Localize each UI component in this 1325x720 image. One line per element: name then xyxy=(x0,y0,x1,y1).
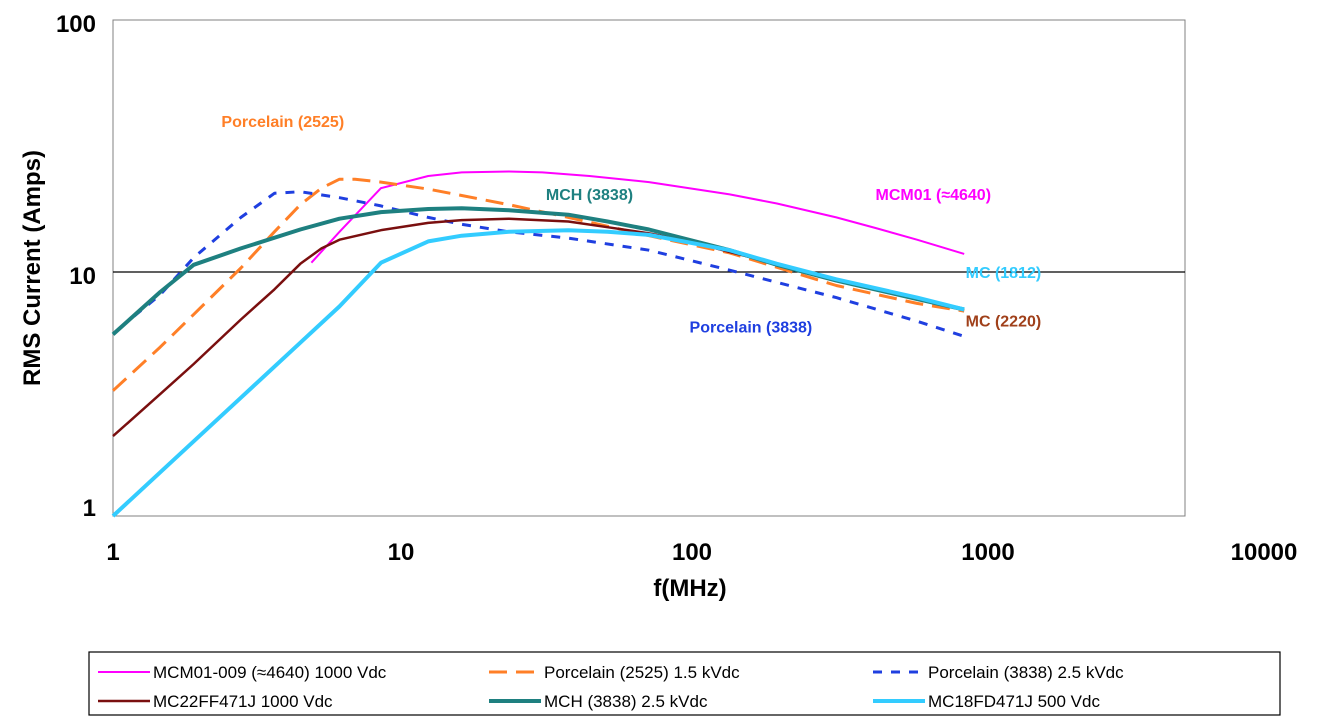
x-axis-title: f(MHz) xyxy=(653,575,726,602)
legend-box xyxy=(88,651,1281,716)
x-tick-labels: 1 10 100 1000 10000 xyxy=(106,539,1297,566)
x-tick-label: 1000 xyxy=(961,539,1014,566)
series-annotations: Porcelain (2525) MCH (3838) MCM01 (≈4640) M… xyxy=(221,114,1041,336)
y-tick-label: 1 xyxy=(83,495,96,522)
x-tick-label: 10 xyxy=(388,539,415,566)
legend-label: MCH (3838) 2.5 kVdc xyxy=(544,692,708,711)
series-line-3 xyxy=(133,190,965,338)
series-annotation: MC (2220) xyxy=(966,314,1042,331)
series-annotation: MCH (3838) xyxy=(546,187,633,204)
series-annotation: Porcelain (3838) xyxy=(690,319,813,336)
x-tick-label: 100 xyxy=(672,539,712,566)
series-lines xyxy=(111,170,965,518)
plot-area xyxy=(112,19,1186,517)
legend-label: MCM01-009 (≈4640) 1000 Vdc xyxy=(153,663,387,682)
legend-label: MC22FF471J 1000 Vdc xyxy=(153,692,333,711)
legend-label: Porcelain (3838) 2.5 kVdc xyxy=(928,663,1124,682)
y-axis-title: RMS Current (Amps) xyxy=(19,150,46,386)
y-tick-label: 10 xyxy=(69,263,96,290)
x-tick-label: 10000 xyxy=(1231,539,1298,566)
x-tick-label: 1 xyxy=(106,539,119,566)
legend-label: MC18FD471J 500 Vdc xyxy=(928,692,1100,711)
y-tick-labels: 100 10 1 xyxy=(56,11,96,522)
y-tick-label: 100 xyxy=(56,11,96,38)
legend-label: Porcelain (2525) 1.5 kVdc xyxy=(544,663,740,682)
series-line-6 xyxy=(111,228,965,518)
legend: MCM01-009 (≈4640) 1000 Vdc Porcelain (252… xyxy=(88,651,1281,716)
series-annotation: Porcelain (2525) xyxy=(221,114,344,131)
series-annotation: MCM01 (≈4640) xyxy=(876,187,991,204)
series-annotation: MC (1812) xyxy=(966,265,1042,282)
